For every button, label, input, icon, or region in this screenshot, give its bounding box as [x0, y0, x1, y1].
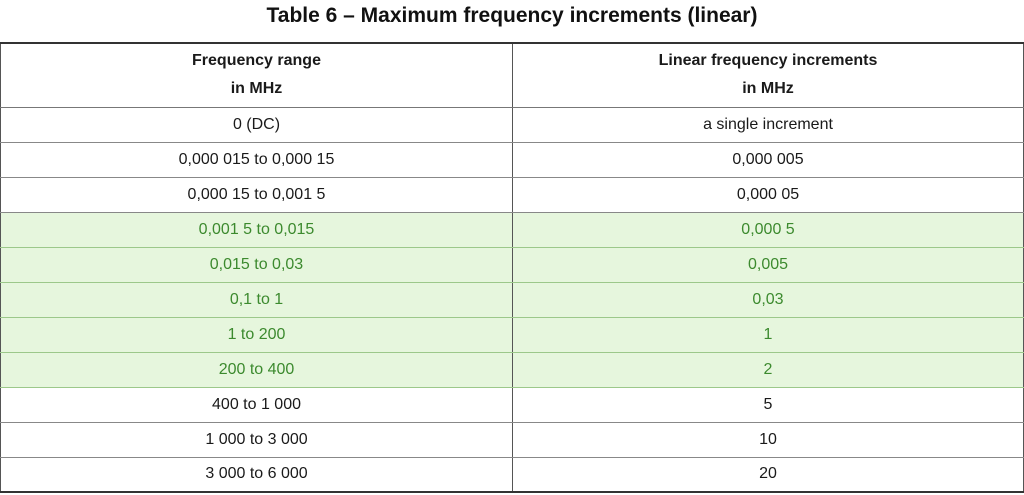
table-header-row: Frequency range in MHz Linear frequency … — [0, 42, 1024, 108]
increment-cell: 10 — [512, 422, 1024, 458]
table-row: 0,001 5 to 0,015 0,000 5 — [0, 212, 1024, 248]
table-row: 0,015 to 0,03 0,005 — [0, 247, 1024, 283]
frequency-range-cell: 1 000 to 3 000 — [0, 422, 513, 458]
column-header-unit: in MHz — [230, 80, 283, 98]
frequency-range-cell: 0 (DC) — [0, 107, 513, 143]
table-row: 3 000 to 6 000 20 — [0, 457, 1024, 493]
frequency-range-cell: 0,000 015 to 0,000 15 — [0, 142, 513, 178]
frequency-range-cell: 0,1 to 1 — [0, 282, 513, 318]
frequency-range-cell: 0,000 15 to 0,001 5 — [0, 177, 513, 213]
frequency-range-cell: 1 to 200 — [0, 317, 513, 353]
increment-cell: a single increment — [512, 107, 1024, 143]
increment-cell: 5 — [512, 387, 1024, 423]
table-title: Table 6 – Maximum frequency increments (… — [266, 4, 758, 27]
increment-cell: 2 — [512, 352, 1024, 388]
table-row: 400 to 1 000 5 — [0, 387, 1024, 423]
increment-cell: 1 — [512, 317, 1024, 353]
increment-cell: 0,005 — [512, 247, 1024, 283]
frequency-range-cell: 0,001 5 to 0,015 — [0, 212, 513, 248]
increment-cell: 0,000 5 — [512, 212, 1024, 248]
table-row: 0,000 015 to 0,000 15 0,000 005 — [0, 142, 1024, 178]
increment-cell: 0,000 05 — [512, 177, 1024, 213]
table-row: 1 000 to 3 000 10 — [0, 422, 1024, 458]
column-header-frequency-range: Frequency range in MHz — [0, 42, 513, 108]
frequency-range-cell: 0,015 to 0,03 — [0, 247, 513, 283]
table-row: 1 to 200 1 — [0, 317, 1024, 353]
increment-cell: 20 — [512, 457, 1024, 493]
frequency-increments-table: Frequency range in MHz Linear frequency … — [0, 42, 1024, 493]
table-row: 200 to 400 2 — [0, 352, 1024, 388]
column-header-linear-increments: Linear frequency increments in MHz — [512, 42, 1024, 108]
increment-cell: 0,000 005 — [512, 142, 1024, 178]
column-header-line: Frequency range — [192, 52, 321, 70]
table-row: 0 (DC) a single increment — [0, 107, 1024, 143]
frequency-range-cell: 400 to 1 000 — [0, 387, 513, 423]
column-header-unit: in MHz — [742, 80, 794, 98]
increment-cell: 0,03 — [512, 282, 1024, 318]
table-row: 0,000 15 to 0,001 5 0,000 05 — [0, 177, 1024, 213]
table-row: 0,1 to 1 0,03 — [0, 282, 1024, 318]
frequency-range-cell: 3 000 to 6 000 — [0, 457, 513, 493]
frequency-range-cell: 200 to 400 — [0, 352, 513, 388]
column-header-line: Linear frequency increments — [658, 52, 878, 70]
